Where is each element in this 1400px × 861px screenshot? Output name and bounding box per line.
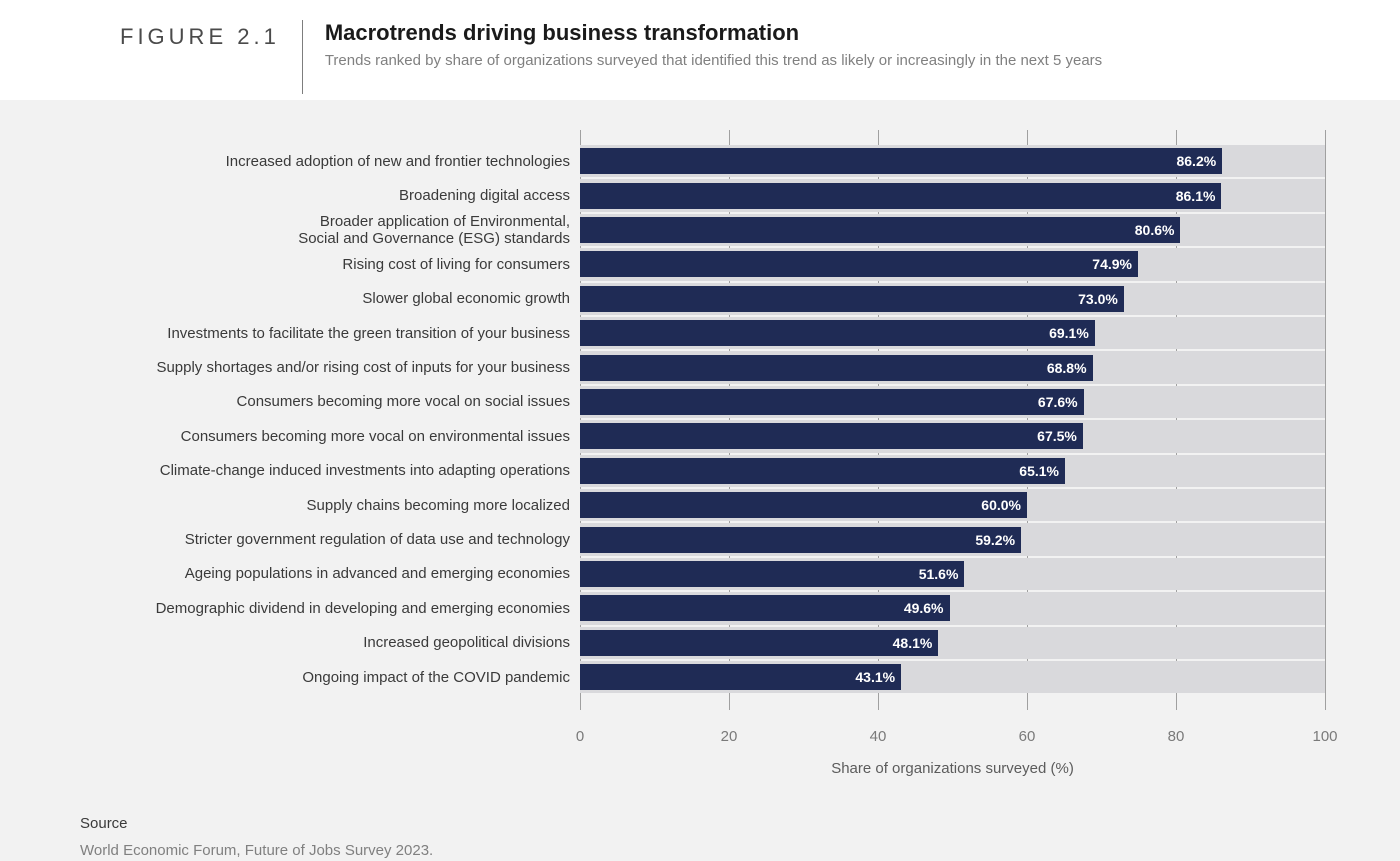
category-label: Supply chains becoming more localized <box>90 489 570 521</box>
category-label: Increased geopolitical divisions <box>90 627 570 659</box>
bar: 68.8% <box>580 355 1093 381</box>
figure-title: Macrotrends driving business transformat… <box>325 20 1102 46</box>
bar-row: 51.6% <box>580 558 1325 590</box>
header-divider <box>302 20 303 94</box>
bar-row: 74.9% <box>580 248 1325 280</box>
category-label: Ageing populations in advanced and emerg… <box>90 558 570 590</box>
figure-number: FIGURE 2.1 <box>120 20 302 50</box>
page-root: FIGURE 2.1 Macrotrends driving business … <box>0 0 1400 861</box>
bar-row: 67.5% <box>580 420 1325 452</box>
bar: 65.1% <box>580 458 1065 484</box>
category-label: Consumers becoming more vocal on social … <box>90 386 570 418</box>
category-label: Supply shortages and/or rising cost of i… <box>90 351 570 383</box>
category-label: Climate-change induced investments into … <box>90 455 570 487</box>
category-label: Increased adoption of new and frontier t… <box>90 145 570 177</box>
source-label: Source <box>80 815 433 832</box>
gridline <box>1325 130 1326 710</box>
bar: 59.2% <box>580 527 1021 553</box>
bar: 86.1% <box>580 183 1221 209</box>
bar: 60.0% <box>580 492 1027 518</box>
x-axis-title: Share of organizations surveyed (%) <box>831 760 1074 777</box>
source-block: Source World Economic Forum, Future of J… <box>80 815 433 859</box>
figure-subtitle: Trends ranked by share of organizations … <box>325 52 1102 69</box>
source-text: World Economic Forum, Future of Jobs Sur… <box>80 842 433 859</box>
bar-row: 43.1% <box>580 661 1325 693</box>
x-axis-tick: 40 <box>870 728 887 745</box>
bar: 43.1% <box>580 664 901 690</box>
x-axis-tick: 60 <box>1019 728 1036 745</box>
title-column: Macrotrends driving business transformat… <box>325 20 1102 69</box>
category-label: Stricter government regulation of data u… <box>90 523 570 555</box>
bar-row: 80.6% <box>580 214 1325 246</box>
category-label: Investments to facilitate the green tran… <box>90 317 570 349</box>
plot-container: 86.2% 86.1% 80.6% 74.9% 73.0% 69.1% 68.8% 67.6%… <box>580 130 1325 710</box>
bar-row: 49.6% <box>580 592 1325 624</box>
bar-row: 60.0% <box>580 489 1325 521</box>
bar-row: 67.6% <box>580 386 1325 418</box>
category-label: Demographic dividend in developing and e… <box>90 592 570 624</box>
bar: 73.0% <box>580 286 1124 312</box>
bar-row: 65.1% <box>580 455 1325 487</box>
category-label: Broader application of Environmental,Soc… <box>90 214 570 246</box>
bar-row: 59.2% <box>580 523 1325 555</box>
bar: 80.6% <box>580 217 1180 243</box>
bar: 48.1% <box>580 630 938 656</box>
x-axis-tick: 80 <box>1168 728 1185 745</box>
bar: 51.6% <box>580 561 964 587</box>
bar: 67.6% <box>580 389 1084 415</box>
category-label: Broadening digital access <box>90 179 570 211</box>
x-axis-tick: 20 <box>721 728 738 745</box>
chart-region: 86.2% 86.1% 80.6% 74.9% 73.0% 69.1% 68.8% 67.6%… <box>0 100 1400 861</box>
bar-row: 69.1% <box>580 317 1325 349</box>
bar: 67.5% <box>580 423 1083 449</box>
bar: 86.2% <box>580 148 1222 174</box>
bar-row: 73.0% <box>580 283 1325 315</box>
category-label: Rising cost of living for consumers <box>90 248 570 280</box>
bar-row: 86.1% <box>580 179 1325 211</box>
category-label: Consumers becoming more vocal on environ… <box>90 420 570 452</box>
bar-row: 68.8% <box>580 351 1325 383</box>
bar: 49.6% <box>580 595 950 621</box>
category-label: Slower global economic growth <box>90 283 570 315</box>
bar-row: 86.2% <box>580 145 1325 177</box>
category-label: Ongoing impact of the COVID pandemic <box>90 661 570 693</box>
bar-row: 48.1% <box>580 627 1325 659</box>
figure-header: FIGURE 2.1 Macrotrends driving business … <box>120 20 1142 94</box>
x-axis-tick: 100 <box>1312 728 1337 745</box>
bar: 74.9% <box>580 251 1138 277</box>
x-axis-tick: 0 <box>576 728 584 745</box>
bar: 69.1% <box>580 320 1095 346</box>
